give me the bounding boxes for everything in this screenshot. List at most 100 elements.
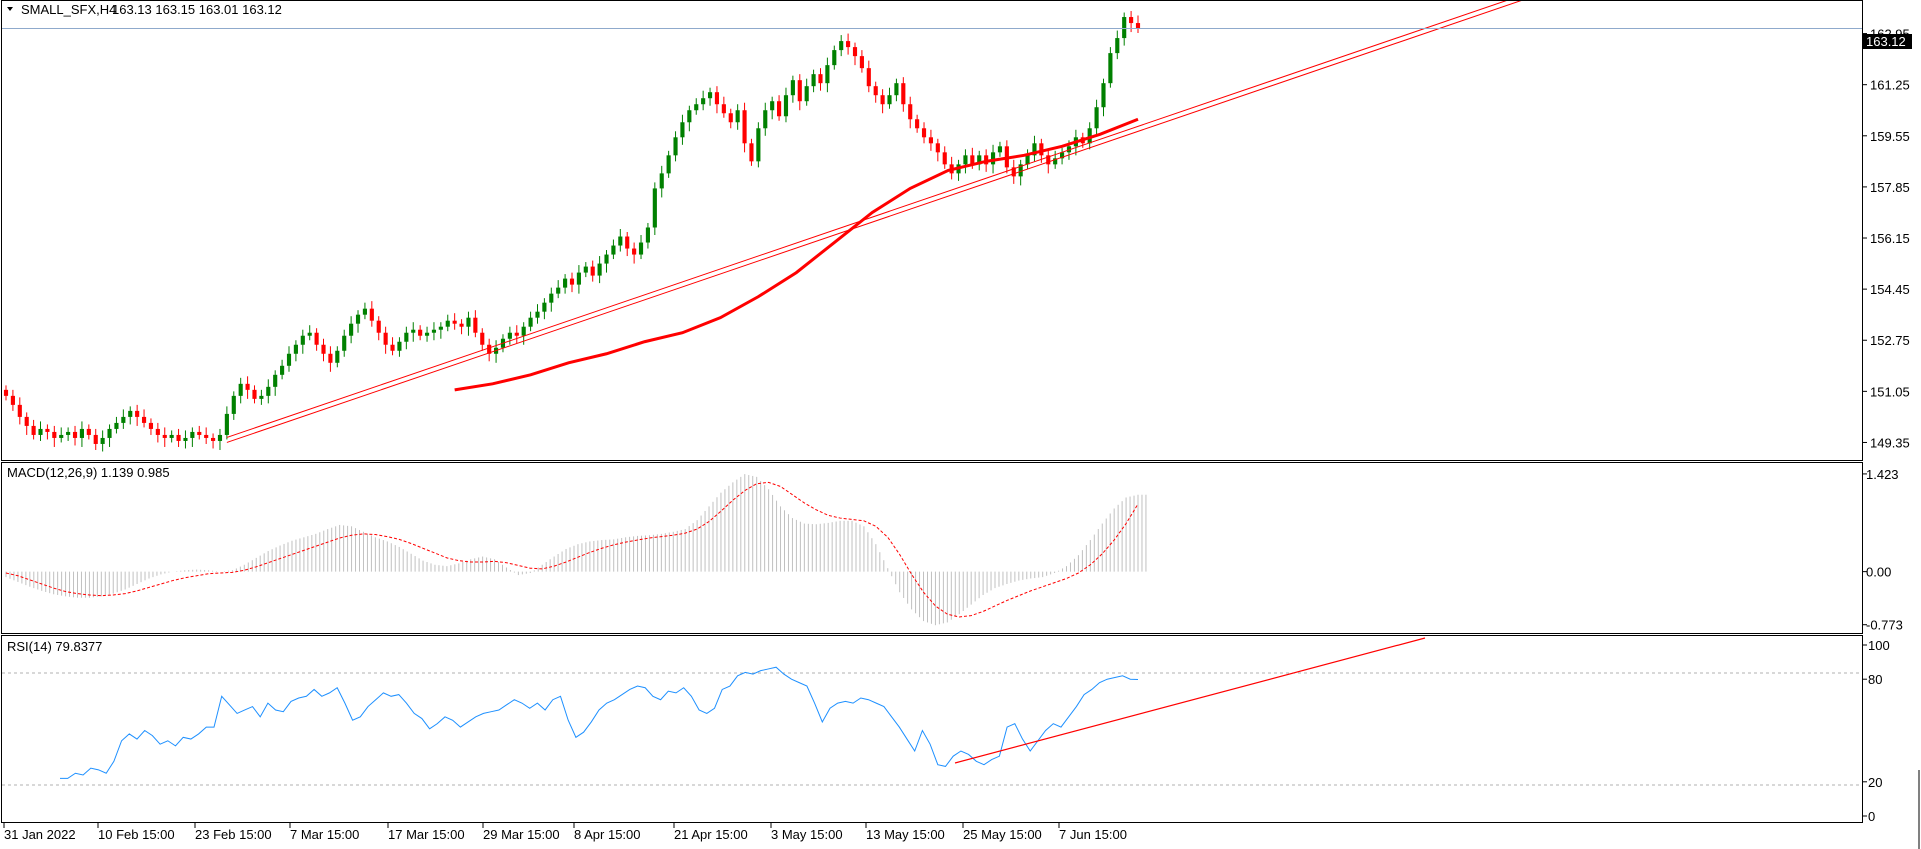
candle (535, 304, 540, 324)
candle (273, 370, 278, 396)
candle (777, 95, 782, 121)
candle (859, 50, 864, 73)
candle (721, 96, 726, 118)
rsi-trendline[interactable] (954, 637, 1426, 764)
candle (79, 421, 84, 447)
time-tick-label: 23 Feb 15:00 (195, 827, 272, 842)
current-price-tag: 163.12 (1862, 34, 1912, 49)
candle (908, 96, 913, 129)
candle (604, 250, 609, 273)
candle (611, 239, 616, 260)
time-axis[interactable]: 31 Jan 2022 10 Feb 15:00 23 Feb 15:00 7 Mar… (3, 823, 1127, 842)
candle (349, 316, 354, 344)
candle (880, 89, 885, 114)
candle (977, 150, 982, 171)
rsi-axis: 100 80 20 0 (1863, 638, 1890, 824)
candle (190, 427, 195, 447)
price-tick-label: 149.35 (1870, 435, 1910, 450)
candle (887, 87, 892, 109)
candle (300, 329, 305, 354)
time-tick-label: 25 May 15:00 (963, 827, 1042, 842)
candle (107, 424, 112, 447)
moving-average-line (454, 117, 1139, 392)
candle (1094, 99, 1099, 136)
candle (638, 235, 644, 260)
candle (217, 428, 223, 450)
candle (114, 416, 119, 434)
candle (431, 322, 437, 341)
price-tick-label: 154.45 (1870, 282, 1910, 297)
candle (86, 424, 91, 440)
candle (293, 340, 298, 362)
price-panel[interactable]: SMALL_SFX,H4 163.13 163.15 163.01 163.12 (0, 0, 1863, 461)
macd-axis: 1.423 0.00 -0.773 (1863, 467, 1903, 633)
candle (763, 102, 768, 136)
macd-tick-label: 0.00 (1866, 565, 1891, 580)
candle (645, 222, 650, 249)
candle (852, 42, 858, 66)
candle (652, 182, 657, 236)
candle (825, 57, 830, 93)
candle (10, 389, 15, 411)
candle (418, 325, 423, 341)
candle (659, 165, 664, 198)
candle (162, 427, 167, 447)
moving-average-layer (454, 117, 1139, 392)
candle (328, 346, 333, 372)
candle (756, 122, 761, 168)
candle (424, 326, 430, 342)
candle (818, 68, 823, 91)
candle (452, 313, 457, 330)
candle (155, 422, 160, 443)
collapse-triangle-icon[interactable] (7, 7, 13, 11)
macd-signal-line (5, 481, 1139, 618)
trendline-channel (226, 0, 1640, 443)
candle (252, 385, 257, 404)
trendline-lower[interactable] (226, 0, 1640, 443)
candle (707, 87, 713, 106)
candle (846, 33, 851, 55)
candles-layer (3, 11, 1141, 452)
price-tick-label: 157.85 (1870, 180, 1910, 195)
rsi-label: RSI(14) 79.8377 (7, 639, 102, 654)
candle (735, 104, 740, 130)
candle (121, 409, 126, 429)
rsi-panel[interactable]: RSI(14) 79.8377 (0, 636, 1863, 822)
candle (259, 389, 264, 405)
candle (694, 98, 699, 115)
candle (811, 69, 816, 93)
candle (590, 260, 595, 282)
candle (176, 428, 181, 447)
candle (728, 108, 733, 129)
candle (1046, 149, 1051, 174)
candle (894, 78, 899, 102)
candle (224, 406, 229, 440)
macd-label: MACD(12,26,9) 1.139 0.985 (7, 465, 170, 480)
candle (314, 328, 319, 351)
candle (742, 102, 747, 153)
candle (445, 314, 450, 332)
candle (404, 326, 409, 350)
price-axis[interactable]: 162.95161.25159.55157.85156.15154.45152.… (1863, 27, 1910, 451)
candle (66, 427, 71, 441)
time-tick-label: 13 May 15:00 (866, 827, 945, 842)
candle (197, 425, 202, 440)
candle (141, 409, 147, 428)
trendline-upper[interactable] (226, 0, 1640, 438)
macd-tick-label: 1.423 (1866, 467, 1899, 482)
candle (280, 359, 285, 380)
current-price-tag-bg (1862, 34, 1912, 49)
time-tick-label: 31 Jan 2022 (4, 827, 76, 842)
candle (238, 377, 243, 404)
rsi-tick-label: 0 (1868, 809, 1875, 824)
current-price-tag-text: 163.12 (1866, 34, 1906, 49)
candle (749, 138, 754, 166)
candle (383, 326, 388, 354)
candle (24, 412, 29, 435)
candle (701, 90, 706, 111)
macd-histogram (5, 474, 1147, 626)
candle (666, 150, 671, 178)
candle (93, 428, 98, 450)
macd-panel[interactable]: MACD(12,26,9) 1.139 0.985 (0, 462, 1863, 633)
